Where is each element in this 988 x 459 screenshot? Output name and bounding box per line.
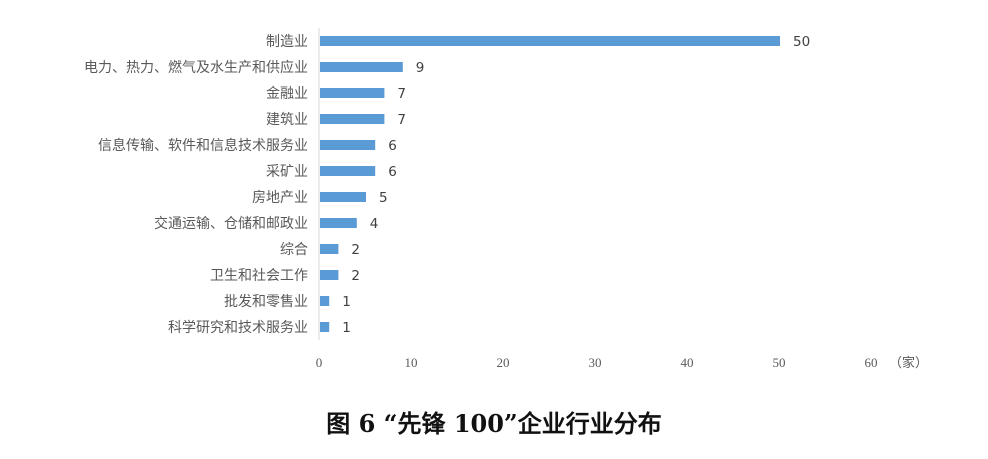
- data-label: 2: [351, 268, 360, 284]
- data-label: 1: [342, 294, 351, 310]
- category-label: 采矿业: [266, 164, 308, 180]
- data-label: 7: [397, 86, 406, 102]
- chart-title: 图 6 “先锋 100”企业行业分布: [326, 409, 662, 438]
- category-label: 科学研究和技术服务业: [168, 320, 308, 336]
- data-label: 2: [351, 242, 360, 258]
- category-label: 卫生和社会工作: [210, 268, 308, 284]
- data-label: 6: [388, 138, 397, 154]
- category-label: 金融业: [266, 86, 308, 102]
- x-tick-label: 0: [316, 355, 323, 370]
- bar: [320, 114, 385, 124]
- data-label: 6: [388, 164, 397, 180]
- x-tick-label: 10: [405, 355, 418, 370]
- bar: [320, 244, 339, 254]
- category-label: 建筑业: [266, 112, 308, 128]
- bar: [320, 88, 385, 98]
- category-label: 交通运输、仓储和邮政业: [154, 215, 308, 232]
- bar: [320, 218, 357, 228]
- data-label: 50: [793, 34, 810, 50]
- x-tick-label: 50: [773, 355, 786, 370]
- bar: [320, 296, 330, 306]
- category-label: 制造业: [266, 34, 308, 50]
- bar: [320, 192, 366, 202]
- bar: [320, 62, 403, 72]
- x-tick-label: 60: [865, 355, 878, 370]
- bar: [320, 140, 376, 150]
- data-label: 7: [397, 112, 406, 128]
- x-tick-label: 40: [681, 355, 694, 370]
- data-label: 9: [416, 60, 425, 76]
- x-tick-label: 30: [589, 355, 602, 370]
- bar: [320, 270, 339, 280]
- bar: [320, 166, 376, 176]
- category-label: 电力、热力、燃气及水生产和供应业: [84, 59, 308, 76]
- data-label: 5: [379, 190, 388, 206]
- x-tick-label: 20: [497, 355, 510, 370]
- bar: [320, 36, 780, 46]
- category-label: 信息传输、软件和信息技术服务业: [98, 137, 308, 154]
- data-label: 1: [342, 320, 351, 336]
- x-unit-label: （家）: [889, 355, 928, 370]
- category-label: 房地产业: [252, 190, 308, 206]
- bar: [320, 322, 330, 332]
- category-label: 综合: [280, 242, 308, 258]
- data-label: 4: [370, 216, 379, 232]
- category-label: 批发和零售业: [224, 294, 308, 310]
